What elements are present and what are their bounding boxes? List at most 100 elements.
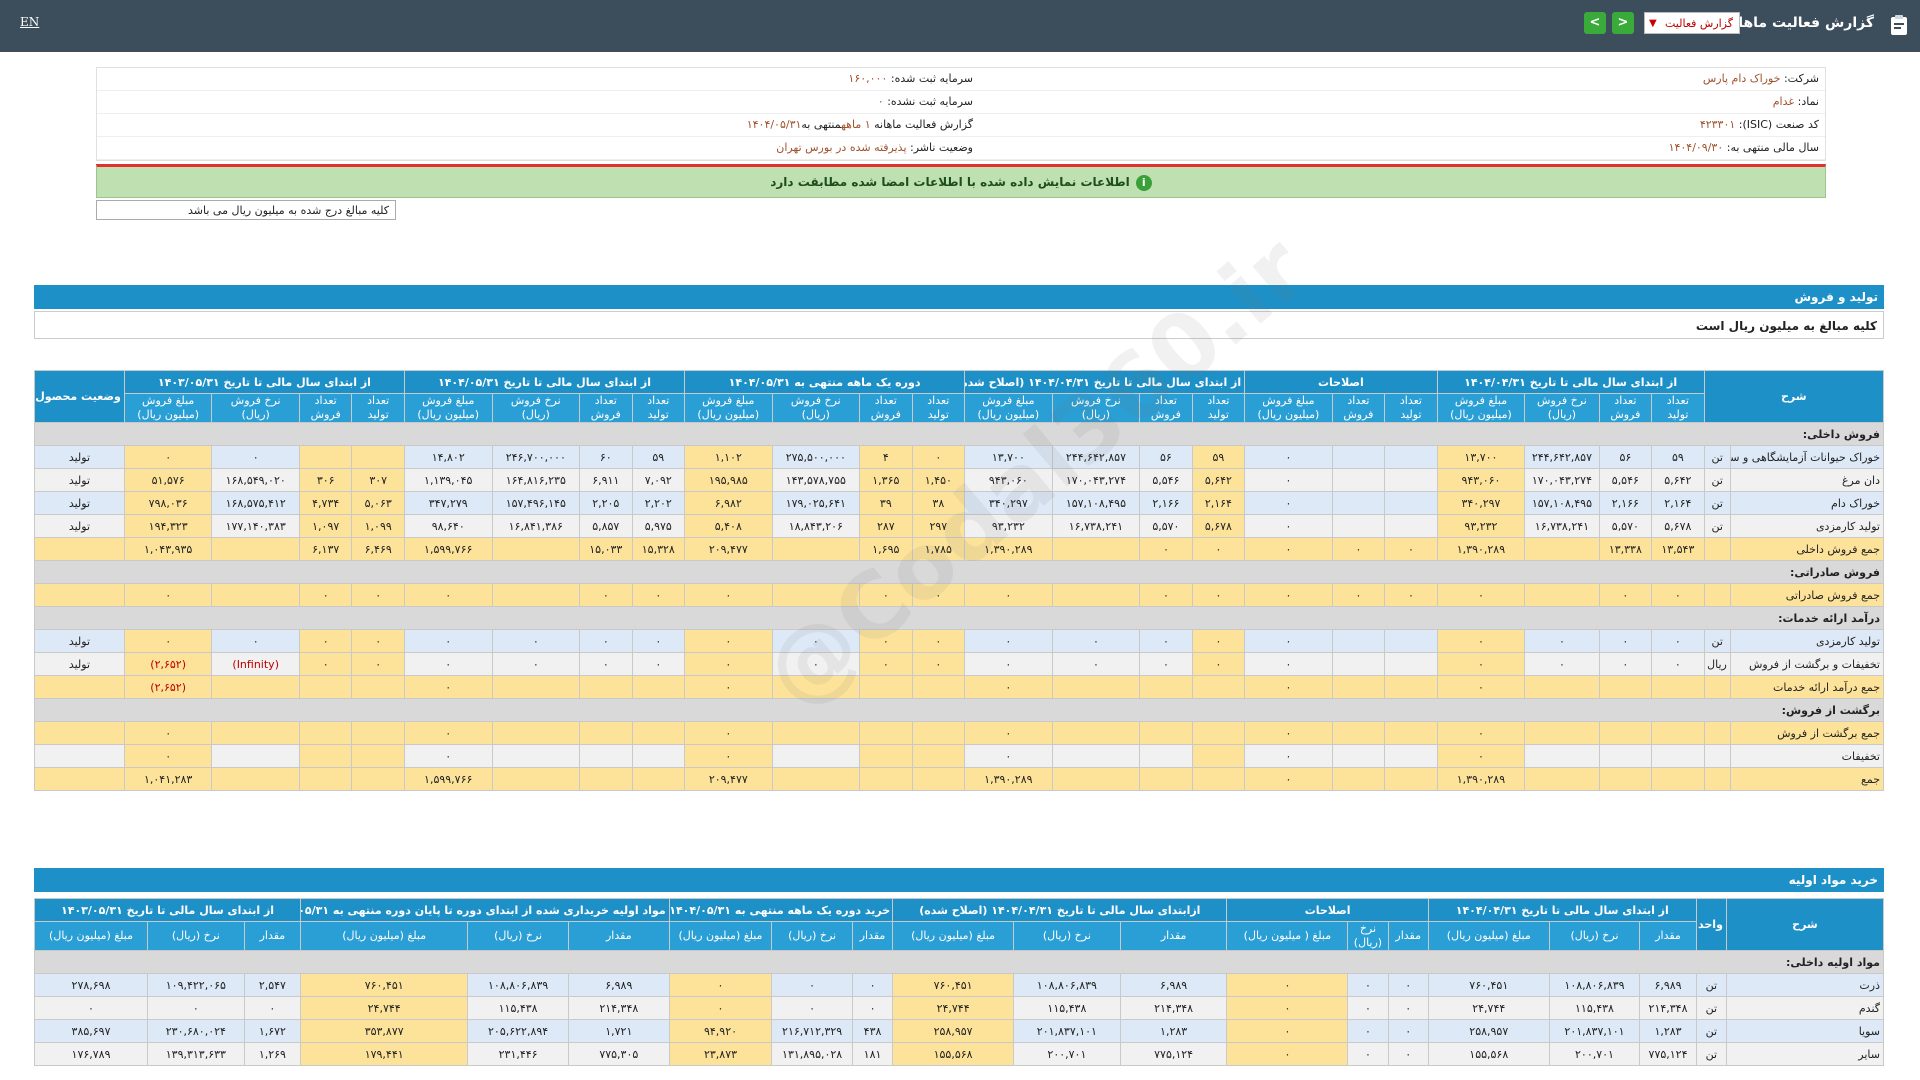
cap-unreg-value: ۰ [877,95,884,108]
cell: ۱۰۹,۴۲۲,۰۶۵ [147,973,245,997]
cell: ۰ [1347,996,1389,1020]
material-name: گندم [1725,996,1885,1020]
cell: ۵۹ [631,445,686,469]
sales-col-20: مبلغ فروش (میلیون ریال) [403,393,493,423]
cell: ۱,۵۹۹,۷۶۶ [403,537,493,561]
cell: ۲۸۷ [859,514,913,538]
cell [34,675,125,699]
sales-group-3: از ابتدای سال مالی تا تاریخ ۱۴۰۴/۰۴/۳۱ (… [964,370,1246,394]
cell: ۱۷۷,۱۴۰,۳۸۳ [211,514,300,538]
materials-col-12: نرخ (ریال) [771,921,853,951]
cell: ۷۷۵,۳۰۵ [567,1042,670,1066]
cell: ۱۸,۸۴۳,۲۰۶ [771,514,861,538]
cell: ۳۹ [859,491,913,515]
cell: ۰ [1387,1019,1429,1043]
cell [1191,675,1246,699]
table-row: خوراک دام تن ۲,۱۶۴ ۲,۱۶۶ ۱۵۷,۱۰۸,۴۹۵ ۳۴۰,۲۹۷ ۰… [34,491,1885,515]
cell [1384,445,1438,469]
cell: ۹۸,۶۴۰ [403,514,493,538]
cell: ۰ [1191,629,1246,653]
product-name: جمع [1729,767,1885,791]
cell: ۱۳۹,۳۱۳,۶۳۳ [147,1042,245,1066]
cell: ۱۷۹,۰۲۵,۶۴۱ [771,491,861,515]
cell: ۲۵۸,۹۵۷ [1427,1019,1550,1043]
table-row: جمع ۱,۳۹۰,۲۸۹ ۰ ۱,۳۹۰,۲۸۹ ۲۰۹,۴۷۷ ۱,۵۹۹,۷۶۶ ۱,… [34,767,1885,791]
table-row: گندم تن ۲۱۴,۳۴۸ ۱۱۵,۴۳۸ ۲۴,۷۴۴ ۰ ۰ ۰ ۲۱۴,۳۴۸ ۱۱۵,… [33,996,1885,1020]
product-name: تولید کارمزدی [1729,629,1885,653]
cell [491,721,581,745]
materials-group-0: شرح [1725,898,1885,951]
report-type-select[interactable]: ▼ گزارش فعالیت [1644,12,1740,34]
cell [351,767,405,791]
cell: تولید [34,445,125,469]
cell: ۰ [579,652,633,676]
cell: ۲۰۹,۴۷۷ [684,767,773,791]
cell: ۰ [1191,652,1246,676]
cell: ۹۴۳,۰۶۰ [964,468,1053,492]
materials-group-2: از ابتدای سال مالی تا تاریخ ۱۴۰۴/۰۴/۳۱ [1427,898,1697,922]
cell: ۰ [684,675,773,699]
prev-button[interactable]: < [1584,12,1606,34]
cell: ۲۰۰,۷۰۱ [1013,1042,1121,1066]
symbol-value: غدام [1772,95,1795,108]
cell: ۵,۵۷۰ [1598,514,1653,538]
clipboard-icon [1891,15,1907,35]
cell: ۰ [403,629,493,653]
sales-col-12: مبلغ فروش (میلیون ریال) [964,393,1053,423]
cell: ۱,۶۹۵ [859,537,913,561]
cell: ۰ [123,583,213,607]
cell: ۰ [1384,583,1438,607]
cell [298,767,353,791]
cell: ۵,۵۴۶ [1598,468,1653,492]
cell: ۱۱۵,۴۳۸ [467,996,569,1020]
cell: ۵,۶۷۸ [1651,514,1705,538]
cell [351,675,405,699]
materials-col-16: مبلغ (میلیون ریال) [300,921,469,951]
cell: ۳۴۰,۲۹۷ [1436,491,1526,515]
cell: ۰ [1244,445,1333,469]
cell: ۶,۹۱۱ [579,468,633,492]
cell: ۰ [684,721,773,745]
cell: ۰ [684,629,773,653]
cell: ۳۰۷ [351,468,405,492]
cell: ۱,۳۹۰,۲۸۹ [964,767,1053,791]
cell: ۰ [631,629,686,653]
sales-group-2: اصلاحات [1244,370,1438,394]
product-name: جمع برگشت از فروش [1729,721,1885,745]
cell [211,583,300,607]
cell: ۰ [123,445,213,469]
company-label: شرکت: [1783,72,1819,85]
cell: ۹۴۳,۰۶۰ [1436,468,1526,492]
cell: ۰ [1598,629,1653,653]
cell: ۰ [403,675,493,699]
cell: ۵,۵۷۰ [1139,514,1193,538]
cell [298,721,353,745]
cell [1331,744,1386,768]
cell: ۱,۳۹۰,۲۸۹ [1436,767,1526,791]
group-label: برگشت از فروش: [34,698,1884,722]
cell: ۰ [579,583,633,607]
cell [1524,767,1600,791]
cell [1191,744,1246,768]
group-row: فروش صادراتی: [34,560,1884,584]
cell [1051,537,1141,561]
materials-col-9: نرخ (ریال) [1013,921,1121,951]
info-icon: i [1135,174,1152,191]
sales-col-18: تعداد فروش [579,393,633,423]
materials-col-10: مبلغ (میلیون ریال) [892,921,1015,951]
cell [298,445,353,469]
cell: تولید [34,491,125,515]
cell: ۵,۶۴۲ [1651,468,1705,492]
cell: ۰ [1331,537,1386,561]
language-toggle[interactable]: EN [20,15,40,29]
cell: ۰ [964,744,1053,768]
cell: ۱۵۷,۴۹۶,۱۴۵ [491,491,581,515]
cell [1651,767,1705,791]
cell: ۲۷۵,۵۰۰,۰۰۰ [771,445,861,469]
cell: ۲۰۱,۸۳۷,۱۰۱ [1548,1019,1641,1043]
cell: ۱۷۶,۷۸۹ [33,1042,149,1066]
cell [351,744,405,768]
cell: ۵۹ [1191,445,1246,469]
cell: ۰ [351,583,405,607]
next-button[interactable]: > [1612,12,1634,34]
